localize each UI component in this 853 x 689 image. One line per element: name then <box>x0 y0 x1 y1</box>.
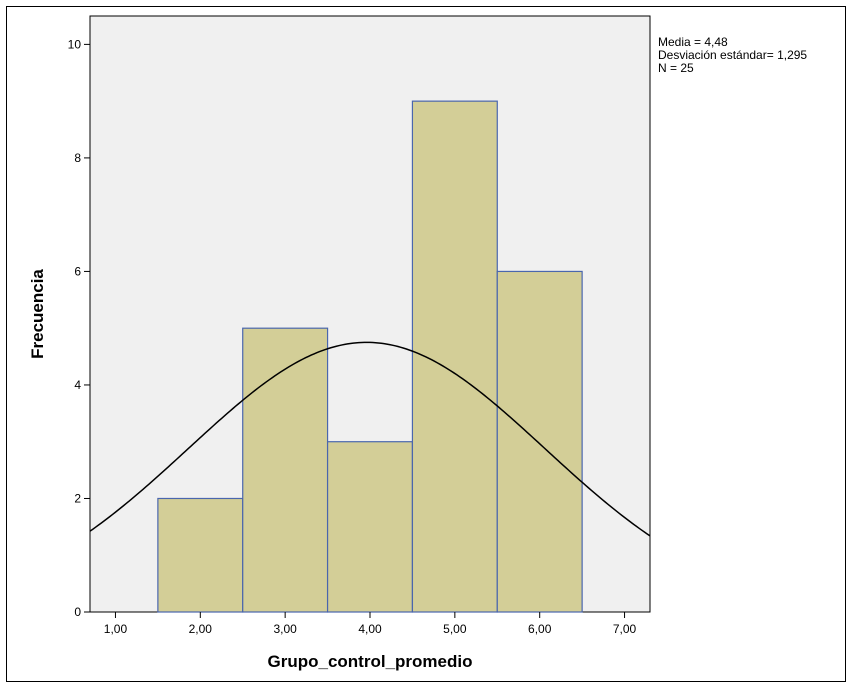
y-tick-label: 4 <box>74 378 81 392</box>
x-tick-label: 2,00 <box>189 622 213 636</box>
histogram-bar-2 <box>242 327 329 613</box>
normal-curve <box>89 341 651 537</box>
y-tick-label: 10 <box>68 37 82 51</box>
histogram-bar-3 <box>326 441 414 613</box>
x-tick-label: 3,00 <box>273 622 297 636</box>
y-tick-label: 2 <box>74 491 81 505</box>
x-axis-label: Grupo_control_promedio <box>268 652 473 671</box>
x-tick-label: 6,00 <box>528 622 552 636</box>
y-tick-label: 8 <box>74 151 81 165</box>
x-tick-label: 7,00 <box>613 622 637 636</box>
histogram-bar-5 <box>496 270 583 613</box>
sd-stat: Desviación estándar= 1,295 <box>658 48 808 62</box>
x-tick-label: 5,00 <box>443 622 467 636</box>
statistics-legend: Media = 4,48 Desviación estándar= 1,295 … <box>658 36 807 75</box>
mean-stat: Media = 4,48 <box>658 35 728 49</box>
n-stat: N = 25 <box>658 61 694 75</box>
y-axis-label: Frecuencia <box>28 269 47 359</box>
x-tick-label: 4,00 <box>358 622 382 636</box>
y-tick-label: 0 <box>74 605 81 619</box>
x-tick-label: 1,00 <box>104 622 128 636</box>
y-tick-label: 6 <box>74 264 81 278</box>
histogram-bar-1 <box>157 497 244 613</box>
